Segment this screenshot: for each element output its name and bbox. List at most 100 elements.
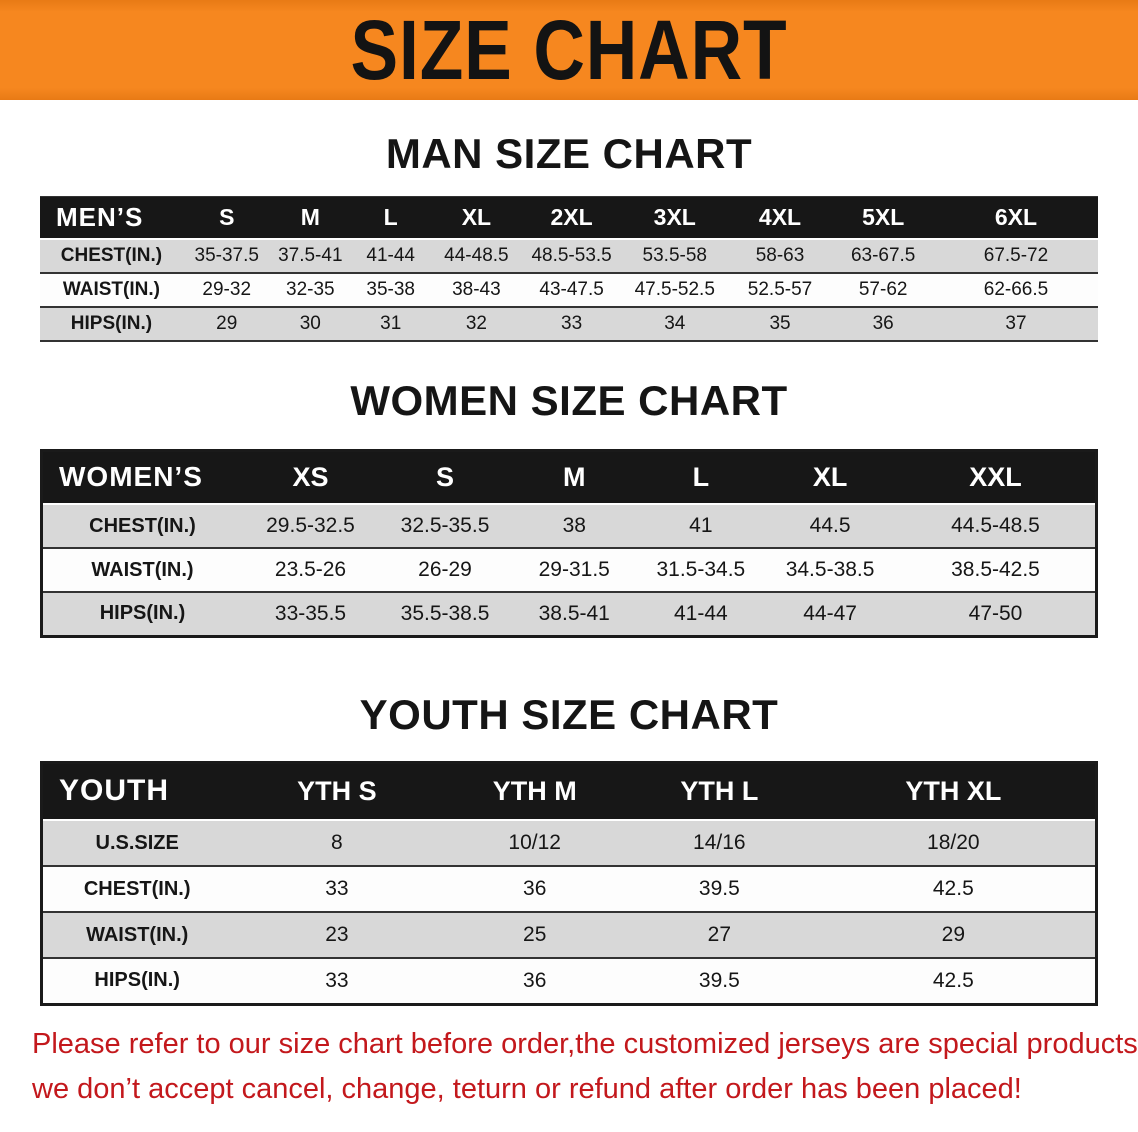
measurement-row: WAIST(IN.) 29-32 32-35 35-38 38-43 43-47.5 47.… [40,272,1098,307]
order-notice: Please refer to our size chart before or… [0,1022,1138,1112]
measurement-row: CHEST(IN.) 35-37.5 37.5-41 41-44 44-48.5 48.5… [40,238,1098,273]
measurement-value: 32-35 [286,278,335,300]
measurement-value: 62-66.5 [983,278,1049,300]
measurement-row: HIPS(IN.) 33 36 39.5 42.5 [41,958,1097,1004]
measurement-value: 41-44 [673,601,728,625]
size-column-header: 6XL [994,203,1038,230]
size-column-header: XS [292,461,329,492]
measurement-value: 41-44 [366,244,416,266]
measurement-row: HIPS(IN.) 33-35.5 35.5-38.5 38.5-41 41-44 44-… [41,592,1097,636]
women-table-title: WOMEN’S [59,461,203,493]
size-column-header: XL [461,203,492,230]
measurement-value: 44.5 [809,514,851,537]
measurement-value: 57-62 [858,278,908,300]
measurement-value: 44-48.5 [444,244,509,266]
measurement-value: 33 [325,968,349,992]
measurement-value: 29 [216,312,238,334]
measurement-value: 32.5-35.5 [400,514,490,537]
men-table-title: MEN’S [56,201,144,232]
size-column-header: 4XL [758,203,802,230]
measurement-value: 33 [561,312,583,334]
measurement-row: CHEST(IN.) 33 36 39.5 42.5 [41,866,1097,912]
measurement-label: CHEST(IN.) [60,244,163,266]
size-column-header: 5XL [862,203,905,230]
men-size-table: MEN’S S M L XL 2XL 3XL 4XL 5XL 6XL CHEST(IN.) 35-37… [40,196,1098,342]
measurement-value: 44.5-48.5 [951,514,1040,537]
section-youth: YOUTH SIZE CHART YOUTH YTH S YTH M YTH L YTH… [0,691,1138,1006]
measurement-value: 34.5-38.5 [785,558,875,581]
size-column-header: YTH XL [905,775,1002,806]
measurement-value: 36 [523,877,547,900]
measurement-value: 33 [325,877,349,900]
measurement-value: 39.5 [698,877,740,900]
measurement-value: 63-67.5 [850,244,916,266]
measurement-value: 26-29 [418,558,472,581]
measurement-row: WAIST(IN.) 23.5-26 26-29 29-31.5 31.5-34.5 34… [41,548,1097,592]
measurement-value: 52.5-57 [747,278,813,300]
measurement-label: HIPS(IN.) [99,602,186,625]
measurement-value: 53.5-58 [642,244,707,266]
measurement-value: 42.5 [932,877,974,900]
measurement-value: 25 [523,923,547,946]
measurement-value: 30 [299,312,321,334]
size-column-header: XL [812,461,848,492]
measurement-label: WAIST(IN.) [86,923,189,946]
measurement-label: HIPS(IN.) [70,312,153,334]
measurement-value: 31 [380,312,402,334]
measurement-row: CHEST(IN.) 29.5-32.5 32.5-35.5 38 41 44.5 44.5… [41,504,1097,548]
measurement-value: 38.5-42.5 [951,558,1040,581]
measurement-value: 33-35.5 [274,601,347,625]
section-title-men: MAN SIZE CHART [385,130,753,177]
banner: SIZE CHART [0,0,1138,100]
measurement-label: CHEST(IN.) [83,877,191,900]
measurement-label: HIPS(IN.) [94,969,180,992]
section-men: MAN SIZE CHART MEN’S S M L XL 2XL 3XL 4XL 5XL 6XL… [0,130,1138,342]
women-header-row: WOMEN’S XS S M L XL XXL [41,450,1097,504]
measurement-value: 35-38 [366,278,416,300]
measurement-value: 29-31.5 [538,558,610,581]
size-column-header: YTH L [680,775,759,806]
measurement-value: 38 [562,514,586,537]
measurement-value: 58-63 [755,244,805,266]
measurement-value: 23.5-26 [274,558,347,581]
size-column-header: S [219,203,235,230]
measurement-value: 10/12 [508,831,561,854]
notice-line-2: we don’t accept cancel, change, teturn o… [32,1072,1022,1105]
measurement-value: 43-47.5 [539,278,604,300]
measurement-value: 23 [325,923,349,946]
measurement-value: 36 [523,968,547,992]
measurement-value: 35.5-38.5 [400,601,490,625]
page-title: SIZE CHART [350,3,788,97]
section-women: WOMEN SIZE CHART WOMEN’S XS S M L XL XXL CHEST(… [0,377,1138,638]
measurement-value: 29-32 [202,278,252,300]
measurement-value: 39.5 [698,968,740,992]
measurement-row: HIPS(IN.) 29 30 31 32 33 34 35 36 37 [40,306,1098,341]
size-column-header: S [436,461,455,492]
measurement-value: 42.5 [932,968,974,992]
size-column-header: M [563,461,586,492]
measurement-label: U.S.SIZE [95,831,179,854]
measurement-row: U.S.SIZE 8 10/12 14/16 18/20 [41,820,1097,866]
size-column-header: YTH S [297,775,377,806]
measurement-value: 32 [465,312,487,334]
youth-table-title: YOUTH [59,774,169,808]
measurement-value: 31.5-34.5 [656,558,746,581]
measurement-label: WAIST(IN.) [91,558,194,581]
measurement-value: 47.5-52.5 [634,278,715,300]
size-column-header: 3XL [653,203,696,230]
size-column-header: L [383,203,398,230]
measurement-value: 38.5-41 [538,601,610,625]
measurement-value: 29 [941,923,965,946]
measurement-value: 48.5-53.5 [531,244,612,266]
measurement-value: 38-43 [452,278,501,300]
measurement-value: 35-37.5 [194,244,259,266]
measurement-value: 14/16 [693,831,746,854]
measurement-value: 35 [769,312,791,334]
size-column-header: XXL [969,461,1022,492]
youth-size-table: YOUTH YTH S YTH M YTH L YTH XL U.S.SIZE 8 10/12… [40,760,1098,1006]
measurement-value: 34 [664,312,686,334]
notice-line-1: Please refer to our size chart before or… [32,1027,1138,1060]
size-column-header: L [692,461,710,492]
measurement-value: 27 [707,923,731,946]
